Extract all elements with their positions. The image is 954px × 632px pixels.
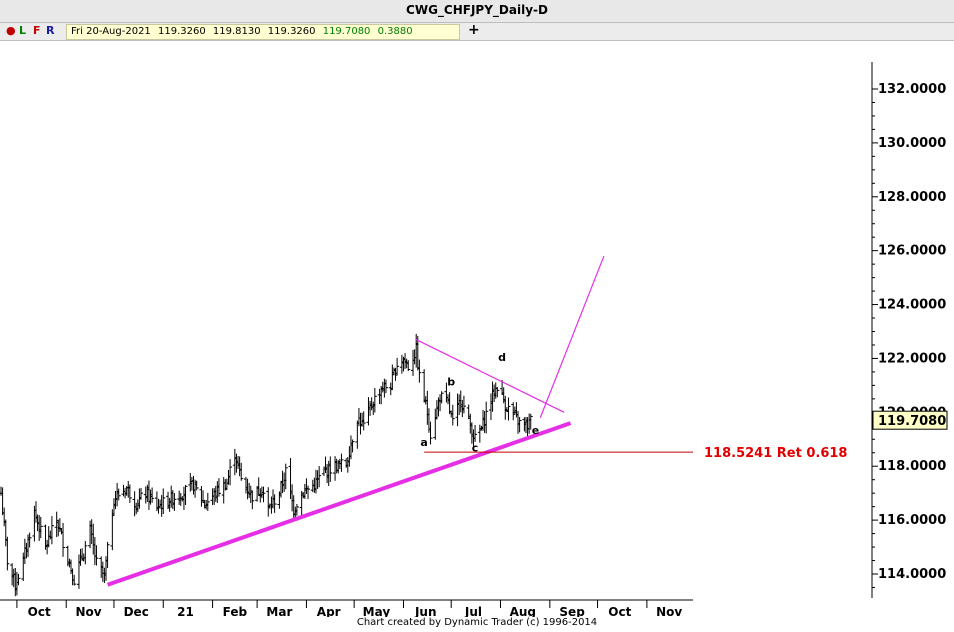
wave-label-b: b xyxy=(447,375,455,388)
y-tick-label: 128.0000 xyxy=(878,190,946,205)
x-tick-label: Aug xyxy=(510,605,536,617)
last-price-box xyxy=(872,410,948,430)
wave-label-a: a xyxy=(420,436,427,449)
toolbar: ● L F R Fri 20-Aug-2021 119.3260 119.813… xyxy=(0,22,954,41)
x-tick-label: Jul xyxy=(464,605,482,617)
readout-close: 119.7080 xyxy=(322,26,371,37)
chart-credit: Chart created by Dynamic Trader (c) 1996… xyxy=(356,617,598,628)
x-tick-label: Feb xyxy=(223,605,248,617)
x-tick-label: Mar xyxy=(266,605,292,617)
chart-title: CWG_CHFJPY_Daily-D xyxy=(406,3,548,17)
ohlc-readout: Fri 20-Aug-2021 119.3260 119.8130 119.32… xyxy=(66,24,460,40)
x-tick-label: Apr xyxy=(317,605,341,617)
readout-change: 0.3880 xyxy=(377,26,413,37)
y-tick-label: 114.0000 xyxy=(878,567,946,582)
y-tick-label: 132.0000 xyxy=(878,82,946,97)
toolbar-l-button[interactable]: L xyxy=(19,24,27,37)
x-tick-label: Dec xyxy=(124,605,149,617)
wave-label-c: c xyxy=(472,441,479,454)
readout-open: 119.3260 xyxy=(157,26,206,37)
status-dot-icon[interactable]: ● xyxy=(6,24,16,37)
last-price-label: 119.7080 xyxy=(878,414,946,429)
x-tick-label: May xyxy=(363,605,391,617)
readout-high: 119.8130 xyxy=(212,26,261,37)
wave-label-e: e xyxy=(532,424,539,437)
x-tick-label: Jun xyxy=(414,605,437,617)
x-tick-label: Oct xyxy=(608,605,631,617)
title-bar: CWG_CHFJPY_Daily-D xyxy=(0,0,954,23)
price-chart[interactable]: 132.0000 130.0000 128.0000 126.0000 124.0000… xyxy=(0,41,954,617)
toolbar-f-button[interactable]: F xyxy=(33,24,41,37)
readout-date: Fri 20-Aug-2021 xyxy=(71,26,151,37)
y-tick-label: 126.0000 xyxy=(878,244,946,259)
x-tick-label: Oct xyxy=(28,605,51,617)
x-tick-label: Nov xyxy=(656,605,682,617)
retracement-label: 118.5241 Ret 0.618 xyxy=(704,446,847,461)
upper-trendline xyxy=(415,339,565,413)
y-tick-label: 122.0000 xyxy=(878,351,946,366)
y-tick-label: 130.0000 xyxy=(878,136,946,151)
x-tick-label: Sep xyxy=(559,605,585,617)
x-tick-label: 21 xyxy=(177,605,194,617)
y-tick-label: 118.0000 xyxy=(878,459,946,474)
x-tick-label: Nov xyxy=(75,605,101,617)
readout-low: 119.3260 xyxy=(267,26,316,37)
wave-label-d: d xyxy=(498,351,506,364)
y-tick-label: 124.0000 xyxy=(878,298,946,313)
lower-trendline xyxy=(106,421,572,587)
projection-line xyxy=(539,255,605,418)
toolbar-r-button[interactable]: R xyxy=(46,24,55,37)
add-plus-icon[interactable]: + xyxy=(468,22,480,38)
y-tick-label: 116.0000 xyxy=(878,513,946,528)
